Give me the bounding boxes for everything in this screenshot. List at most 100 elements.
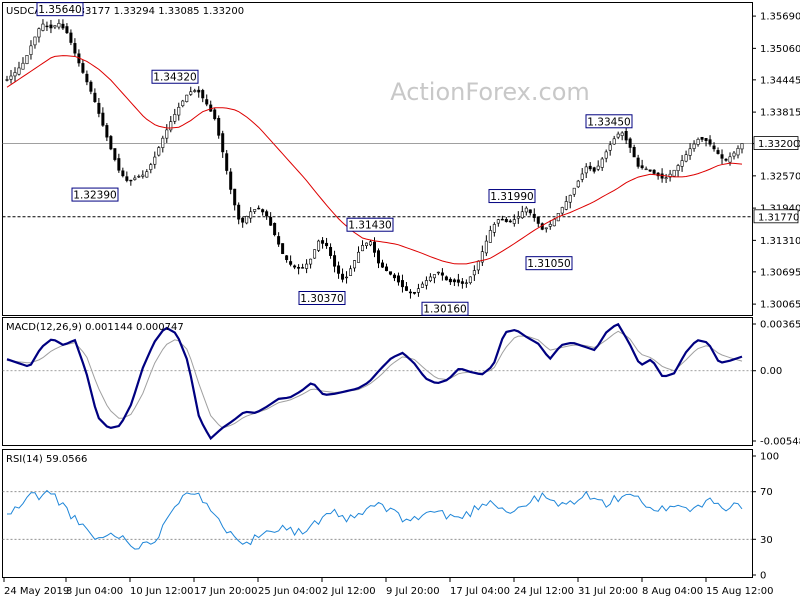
candle-body [452,279,456,283]
candle-body [333,255,337,267]
candle-body [309,258,313,265]
candle-body [672,169,676,177]
candle-body [548,223,552,227]
candle-body [285,255,289,260]
candle-body [724,158,728,161]
candle-body [357,251,361,263]
candle-body [305,263,309,269]
candle-body [532,213,536,218]
candle-body [233,188,237,206]
candle-body [516,216,520,219]
candle-body [460,281,464,284]
candle-body [588,165,592,170]
candle-body [680,160,684,167]
candle-body [13,72,17,77]
candle-body [361,245,365,252]
candle-body [552,218,556,227]
candle-body [396,275,400,283]
candle-body [21,62,25,70]
candle-body [365,242,369,246]
candle-body [93,92,97,102]
swing-label: 1.34320 [153,72,196,84]
candle-body [41,23,45,31]
price-tick-label: 1.35690 [760,12,800,23]
time-tick-label: 24 Jul 12:00 [514,586,574,597]
candle-body [652,169,656,174]
candle-body [664,177,668,180]
candle-body [692,143,696,149]
candle-body [648,169,652,172]
macd-line [6,322,743,441]
candle-body [109,136,113,150]
candle-body [688,148,692,156]
candle-body [404,286,408,291]
candle-body [345,276,349,279]
rsi-line [6,489,743,550]
support-tag-box [753,209,799,224]
candle-body [492,224,496,233]
time-tick-label: 25 Jun 04:00 [258,586,322,597]
candle-body [420,283,424,288]
time-tick-label: 17 Jun 20:00 [194,586,258,597]
candle-body [337,265,341,274]
price-tick-label: 1.35060 [760,44,800,55]
candle-body [157,147,161,156]
candle-body [480,251,484,263]
candle-body [636,157,640,167]
candle-body [353,260,357,269]
candle-body [69,32,73,43]
candle-body [436,271,440,274]
candle-body [508,220,512,223]
candle-body [133,177,137,180]
candle-body [53,25,57,28]
candle-body [412,291,416,294]
candle-body [564,201,568,210]
price-tick-label: 1.34445 [760,75,800,86]
axes: 1.35690 1.35060 1.34445 1.33815 1.33200 1.325… [3,12,800,597]
candle-body [113,148,117,160]
candle-body [261,209,265,213]
rsi-tick-label: 30 [760,535,773,546]
candle-body [512,219,516,224]
candle-body [632,146,636,158]
candle-body [528,209,532,214]
candle-body [265,211,269,217]
watermark: ActionForex.com [390,78,590,106]
candle-body [169,121,173,131]
candle-body [432,274,436,279]
candle-body [728,156,732,163]
candle-body [660,173,664,179]
candle-body [281,243,285,254]
candle-body [149,164,153,171]
candle-body [301,267,305,269]
candle-body [277,236,281,245]
candle-body [49,24,53,29]
candle-body [321,240,325,244]
candle-body [736,148,740,156]
price-tick-label: 1.32570 [760,171,800,182]
candle-body [384,266,388,272]
price-tick-label: 1.33815 [760,108,800,119]
macd-tick-label: 0.00 [760,366,782,377]
candle-body [416,288,420,293]
macd-tick-label: 0.003651 [760,319,800,330]
candle-body [181,100,185,107]
swing-label-box [488,189,536,204]
macd-label: MACD(12,26,9) 0.001144 0.000747 [6,322,184,333]
candle-body [89,81,93,92]
price-panel: 1.35640 1.34320 1.32390 1.31430 1.30370 1.301… [2,2,752,316]
candle-body [372,241,376,253]
candle-body [125,176,129,181]
candle-body [193,90,197,92]
candle-body [257,207,261,210]
candle-body [165,129,169,139]
candle-body [325,242,329,247]
candle-body [61,23,65,29]
candle-body [444,276,448,281]
candle-body [640,165,644,169]
candle-body [229,171,233,190]
candle-body [592,167,596,172]
candle-body [297,266,301,269]
candle-body [97,102,101,114]
